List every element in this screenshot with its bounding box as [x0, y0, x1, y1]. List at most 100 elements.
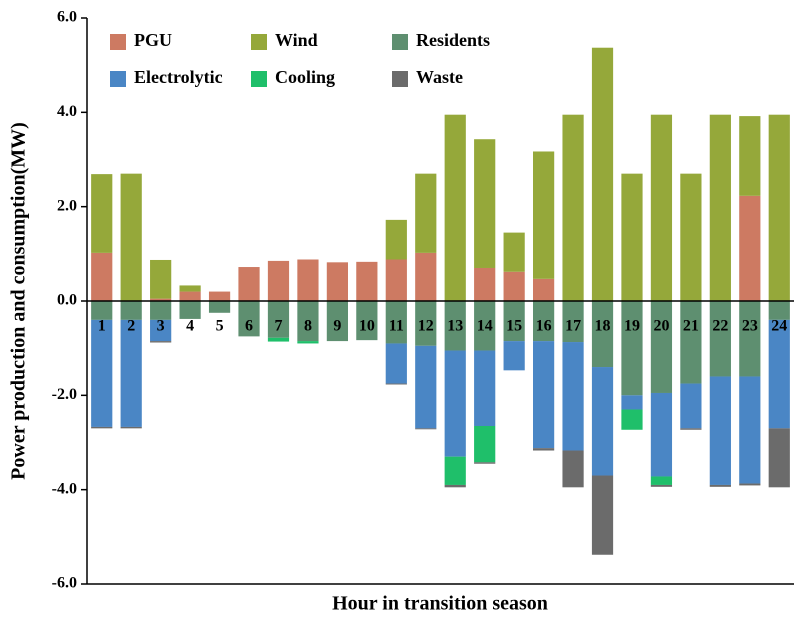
- bar-segment: [120, 301, 142, 320]
- bar-segment: [532, 278, 555, 301]
- bar-segment: [768, 319, 790, 429]
- bar-segment: [444, 114, 466, 301]
- bar-segment: [503, 301, 525, 342]
- bar-segment: [385, 383, 407, 385]
- x-tick-label: 18: [595, 318, 611, 335]
- legend-label: Residents: [416, 30, 490, 50]
- bar-segment: [680, 301, 702, 384]
- bar-segment: [385, 301, 407, 344]
- legend-swatch: [392, 71, 408, 87]
- x-tick-label: 4: [186, 318, 194, 335]
- x-tick-label: 12: [418, 318, 434, 335]
- legend-label: Wind: [275, 30, 318, 50]
- bar-segment: [709, 484, 731, 487]
- bar-segment: [150, 298, 172, 301]
- y-tick-label: -6.0: [52, 575, 77, 592]
- bar-segment: [532, 448, 555, 451]
- bar-segment: [621, 395, 643, 410]
- legend-swatch: [110, 71, 126, 87]
- y-tick-label: 4.0: [57, 103, 77, 120]
- bar-segment: [709, 376, 731, 485]
- bar-segment: [415, 252, 437, 301]
- bar-segment: [297, 341, 319, 344]
- bar-segment: [680, 173, 702, 301]
- bar-segment: [120, 173, 142, 301]
- y-tick-label: -2.0: [52, 386, 77, 403]
- legend-label: PGU: [134, 30, 172, 50]
- bar-segment: [474, 267, 496, 301]
- bar-segment: [503, 232, 525, 272]
- legend-swatch: [251, 34, 267, 50]
- bar-segment: [444, 456, 466, 485]
- bar-segment: [621, 301, 643, 396]
- y-tick-label: 0.0: [57, 292, 77, 309]
- bar-segment: [532, 301, 555, 342]
- x-tick-label: 21: [683, 318, 699, 335]
- bar-segment: [768, 428, 790, 488]
- x-tick-label: 17: [565, 318, 581, 335]
- bar-segment: [444, 484, 466, 488]
- x-tick-label: 16: [536, 318, 552, 335]
- bar-segment: [150, 259, 172, 299]
- bar-segment: [179, 291, 201, 301]
- bar-segment: [562, 450, 584, 488]
- bar-segment: [297, 301, 319, 342]
- bar-segment: [650, 392, 673, 477]
- bar-segment: [768, 301, 790, 320]
- x-tick-label: 1: [98, 318, 106, 335]
- y-axis-title: Power production and consumption(MW): [8, 122, 30, 480]
- bar-segment: [444, 301, 466, 351]
- bar-segment: [709, 301, 731, 377]
- legend-swatch: [110, 34, 126, 50]
- bar-segment: [709, 114, 731, 301]
- x-tick-label: 13: [447, 318, 463, 335]
- x-tick-label: 7: [274, 318, 282, 335]
- bar-segment: [532, 151, 555, 279]
- bar-segment: [739, 483, 761, 486]
- x-tick-label: 8: [304, 318, 312, 335]
- bar-segment: [238, 267, 260, 301]
- legend-label: Cooling: [275, 67, 335, 87]
- x-tick-label: 5: [216, 318, 224, 335]
- bar-segment: [739, 116, 761, 196]
- bar-segment: [503, 271, 525, 301]
- bar-segment: [267, 260, 290, 301]
- bar-segment: [120, 319, 142, 427]
- bar-segment: [444, 350, 466, 457]
- x-tick-label: 3: [157, 318, 165, 335]
- bar-segment: [356, 261, 378, 301]
- x-tick-label: 14: [477, 318, 493, 335]
- x-tick-label: 6: [245, 318, 253, 335]
- bar-segment: [91, 319, 113, 427]
- y-tick-label: -4.0: [52, 480, 77, 497]
- bar-segment: [415, 428, 437, 430]
- bar-segment: [356, 301, 378, 341]
- bar-segment: [238, 301, 260, 337]
- bar-segment: [297, 259, 319, 301]
- bar-segment: [474, 301, 496, 351]
- bar-segment: [385, 259, 407, 301]
- bar-segment: [179, 301, 201, 319]
- bar-segment: [562, 114, 584, 301]
- legend-swatch: [392, 34, 408, 50]
- bar-segment: [650, 484, 673, 487]
- bar-segment: [621, 173, 643, 301]
- x-tick-label: 22: [712, 318, 728, 335]
- bar-segment: [739, 195, 761, 301]
- bar-segment: [650, 301, 673, 393]
- legend-label: Waste: [416, 67, 463, 87]
- x-tick-label: 20: [653, 318, 669, 335]
- bar-segment: [150, 319, 172, 342]
- bar-segment: [91, 174, 113, 253]
- x-tick-label: 15: [506, 318, 522, 335]
- bar-segment: [680, 428, 702, 430]
- bar-segment: [591, 367, 614, 476]
- bar-segment: [562, 342, 584, 451]
- bar-segment: [591, 47, 614, 302]
- bar-segment: [474, 350, 496, 426]
- bar-segment: [120, 426, 142, 429]
- bar-segment: [591, 475, 614, 555]
- bar-segment: [474, 139, 496, 268]
- x-tick-label: 24: [771, 318, 787, 335]
